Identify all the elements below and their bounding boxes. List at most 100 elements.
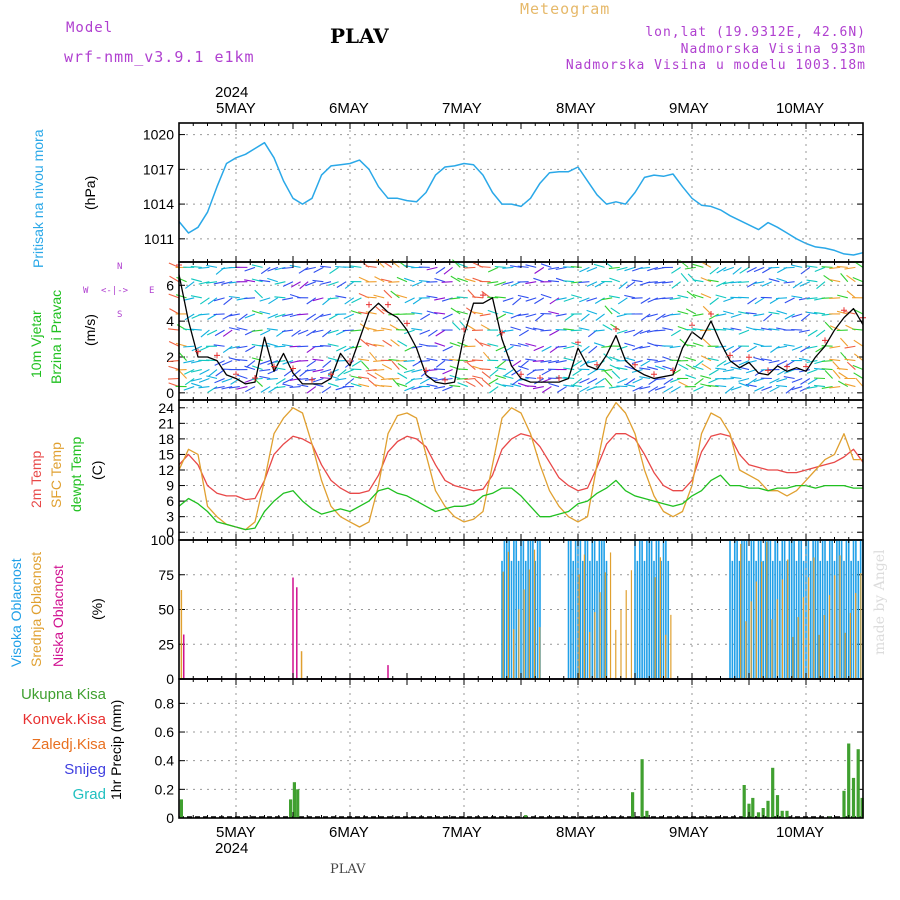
wind-barb — [442, 313, 453, 320]
wind-barb — [304, 368, 316, 372]
wind-barb — [361, 361, 370, 370]
wind-barb — [610, 307, 621, 315]
wind-barb — [198, 313, 210, 316]
wind-barb — [449, 384, 461, 388]
wind-barb — [548, 360, 560, 364]
wind-barb — [185, 281, 195, 289]
wind-barb — [685, 363, 697, 371]
wind-barb — [503, 369, 514, 377]
wind-barb — [548, 280, 560, 283]
wind-barb — [654, 386, 666, 391]
wind-barb — [639, 376, 651, 380]
wind-barb — [222, 345, 233, 354]
wind-barb — [168, 341, 180, 347]
wind-barb — [472, 296, 484, 299]
wind-barb — [525, 385, 537, 388]
wind-barb — [260, 266, 271, 275]
wind-barb — [776, 345, 788, 349]
wind-barb — [275, 378, 286, 385]
wind-barb — [396, 294, 408, 299]
precip-ytick-label: 0 — [166, 810, 174, 826]
wind-barb — [376, 259, 385, 268]
wind-barb — [694, 378, 704, 386]
wind-barb — [502, 329, 514, 333]
wind-barb — [715, 345, 727, 349]
wind-barb — [228, 327, 240, 331]
wind-barb — [846, 361, 856, 370]
gust-marker — [214, 352, 220, 359]
wind-barb — [525, 313, 537, 318]
wind-barb — [829, 325, 841, 331]
wind-barb — [776, 377, 788, 383]
wind-barb — [838, 380, 849, 388]
wind-barb — [770, 345, 780, 353]
year-bottom: 2024 — [215, 840, 249, 857]
wind-barb — [254, 289, 263, 299]
wind-barb — [282, 266, 294, 270]
wind-barb — [716, 281, 727, 287]
wind-barb — [351, 360, 362, 367]
wind-barb — [572, 369, 583, 376]
wind-barb — [836, 265, 848, 268]
wind-barb — [746, 266, 757, 273]
wind-barb — [358, 376, 370, 380]
wind-barb — [167, 377, 180, 380]
wind-barb — [443, 266, 453, 275]
wind-barb — [791, 345, 803, 351]
wind-barb — [297, 313, 309, 316]
wind-barb — [532, 360, 544, 363]
wind-barb — [350, 375, 362, 380]
wind-barb — [245, 386, 256, 393]
wind-barb — [722, 377, 734, 380]
wind-barb — [251, 264, 263, 268]
wind-barb — [692, 263, 704, 268]
wind-ytick-label: 4 — [166, 313, 174, 329]
wind-barb — [731, 345, 742, 353]
wind-barb — [464, 266, 476, 269]
wind-barb — [427, 329, 438, 337]
wind-barb — [776, 277, 788, 283]
wind-barb — [784, 313, 795, 320]
wind-barb — [306, 313, 317, 321]
wind-barb — [716, 266, 727, 274]
wind-barb — [380, 278, 392, 283]
wind-barb — [840, 273, 849, 283]
gust-marker — [651, 371, 657, 378]
precip-bar — [842, 790, 846, 818]
precip-bar — [856, 749, 860, 818]
legend-snijeg: Snijeg — [64, 761, 106, 778]
wind-barb — [754, 297, 765, 305]
wind-barb — [496, 360, 507, 368]
wind-barb — [563, 328, 575, 331]
wind-barb — [373, 294, 385, 299]
wind-barb — [824, 370, 834, 379]
wind-barb — [737, 281, 750, 284]
wind-barb — [251, 278, 263, 283]
wind-barb — [655, 313, 666, 321]
wind-barb — [517, 294, 529, 299]
wind-barb — [214, 360, 225, 366]
wind-barb — [548, 382, 560, 388]
wind-barb — [358, 276, 370, 283]
wind-barb — [223, 297, 233, 306]
wind-barb — [452, 321, 461, 331]
wind-barb — [184, 369, 195, 375]
wind-barb — [580, 345, 590, 354]
wind-barb — [365, 311, 377, 315]
wind-barb — [289, 264, 301, 268]
wind-barb — [480, 324, 491, 331]
wind-barb — [761, 386, 772, 392]
wind-barb — [397, 372, 408, 379]
wind-barb — [540, 329, 552, 332]
wind-barb — [555, 329, 567, 331]
wind-barb — [785, 386, 795, 394]
wind-barb — [661, 297, 674, 300]
wind-barb — [306, 297, 317, 305]
wind-barb — [549, 297, 560, 305]
wind-barb — [685, 356, 696, 362]
wind-barb — [821, 368, 833, 371]
wind-barb — [722, 281, 734, 285]
wind-barb — [579, 360, 590, 368]
wind-barb — [754, 386, 765, 392]
wind-barb — [297, 329, 309, 335]
